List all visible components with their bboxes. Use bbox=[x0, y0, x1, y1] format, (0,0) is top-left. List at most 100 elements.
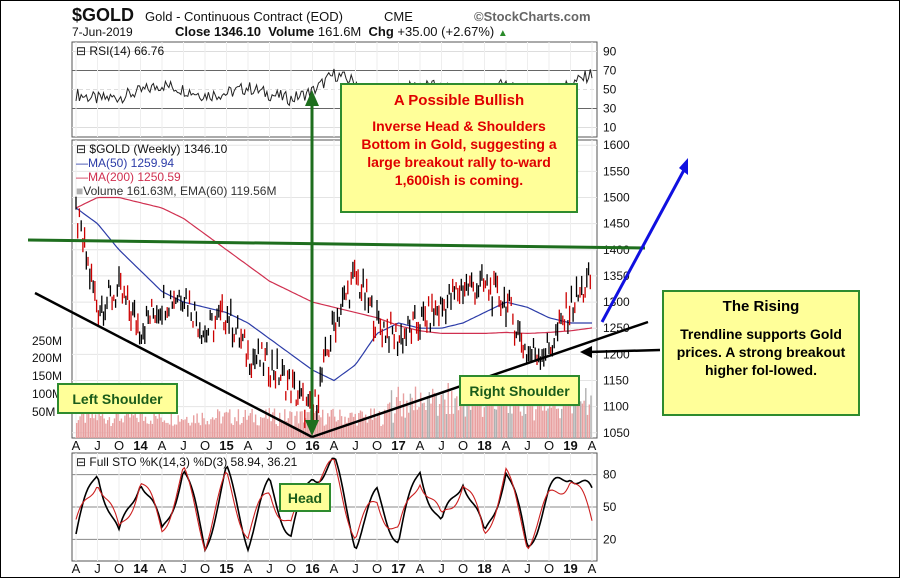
volume-tick-label: 150M bbox=[32, 369, 62, 383]
volume-bar bbox=[232, 425, 234, 438]
volume-bar bbox=[254, 414, 257, 438]
volume-bar bbox=[320, 417, 322, 438]
volume-bar bbox=[488, 389, 491, 438]
x-axis-label-bottom: A bbox=[72, 561, 81, 576]
price-tick-label: 1600 bbox=[603, 138, 630, 152]
volume-bar bbox=[421, 403, 424, 438]
volume-bar bbox=[272, 412, 274, 438]
volume-bar bbox=[361, 411, 363, 438]
rsi-label-text: RSI(14) 66.76 bbox=[89, 44, 165, 58]
volume-bar bbox=[210, 419, 212, 438]
volume-bar bbox=[413, 410, 415, 438]
volume-bar bbox=[137, 422, 140, 438]
volume-bar bbox=[519, 411, 522, 438]
measure-arrow-down-icon bbox=[305, 420, 319, 436]
volume-bar bbox=[383, 409, 386, 438]
volume-bar bbox=[158, 410, 160, 438]
x-axis-label-bottom: J bbox=[94, 561, 101, 576]
x-axis-label-bottom: O bbox=[372, 561, 382, 576]
x-axis-label-bottom: A bbox=[416, 561, 425, 576]
volume-bar bbox=[567, 396, 570, 438]
volume-bar bbox=[555, 408, 558, 438]
volume-bar bbox=[124, 415, 126, 438]
volume-bar bbox=[382, 424, 384, 438]
volume-bar bbox=[125, 408, 128, 438]
sto-k-line bbox=[75, 457, 593, 553]
volume-bar bbox=[454, 398, 456, 438]
volume-bar bbox=[156, 418, 159, 438]
chart-description: Gold - Continuous Contract (EOD) bbox=[145, 9, 343, 24]
volume-bar bbox=[82, 411, 85, 438]
volume-bar bbox=[282, 422, 284, 438]
legend-symbol: ⊟ $GOLD (Weekly) 1346.10 bbox=[76, 142, 276, 156]
minus-icon: ⊟ bbox=[76, 44, 87, 58]
volume-bar bbox=[512, 395, 515, 438]
volume-bar bbox=[270, 421, 272, 438]
volume-bar bbox=[127, 409, 129, 438]
volume-bar bbox=[566, 383, 568, 438]
volume-bar bbox=[330, 409, 332, 438]
ma50-line bbox=[75, 207, 592, 382]
x-axis-label: 14 bbox=[133, 438, 148, 453]
rsi-series-line bbox=[75, 68, 593, 107]
volume-bar bbox=[76, 423, 78, 438]
volume-bar bbox=[499, 402, 501, 438]
volume-bar bbox=[170, 411, 172, 438]
volume-bar bbox=[248, 415, 250, 438]
volume-bar bbox=[143, 420, 145, 438]
volume-bar bbox=[495, 409, 498, 438]
x-axis-label-bottom: J bbox=[352, 561, 359, 576]
volume-bar bbox=[260, 417, 262, 438]
x-axis-label: 19 bbox=[563, 438, 577, 453]
rising-note-body: Trendline supports Gold prices. A strong… bbox=[676, 326, 846, 378]
volume-bar bbox=[184, 419, 186, 438]
volume-bar bbox=[401, 416, 403, 438]
price-tick-label: 1550 bbox=[603, 164, 630, 178]
volume-bar bbox=[370, 408, 372, 438]
volume-bar bbox=[583, 400, 585, 438]
volume-bar bbox=[217, 409, 219, 438]
volume-bar bbox=[174, 424, 176, 438]
volume-bar bbox=[287, 418, 289, 438]
volume-bar bbox=[351, 412, 353, 438]
volume-bar bbox=[194, 423, 197, 438]
volume-bar bbox=[301, 411, 303, 438]
volume-bar bbox=[237, 409, 240, 438]
legend-ma50-text: MA(50) 1259.94 bbox=[88, 156, 175, 170]
volume-bar bbox=[377, 413, 379, 438]
volume-bar bbox=[113, 418, 116, 438]
volume-bar bbox=[531, 401, 534, 438]
volume-bar bbox=[244, 409, 246, 438]
volume-bar bbox=[229, 409, 231, 438]
volume-bar bbox=[193, 415, 195, 438]
x-axis-label-bottom: 14 bbox=[133, 561, 148, 576]
volume-bar bbox=[456, 396, 458, 438]
volume-bar bbox=[268, 408, 270, 438]
x-axis-label: J bbox=[266, 438, 273, 453]
volume-bar bbox=[316, 409, 319, 438]
volume-bar bbox=[213, 419, 215, 438]
chart-date: 7-Jun-2019 bbox=[72, 25, 133, 39]
volume-bar bbox=[139, 413, 141, 438]
quote-line: Close 1346.10 Volume 161.6M Chg +35.00 (… bbox=[175, 24, 508, 39]
volume-bar bbox=[93, 418, 95, 438]
head-label: Head bbox=[279, 483, 331, 512]
volume-bar bbox=[134, 409, 136, 438]
volume-bar bbox=[263, 417, 265, 438]
volume-bar bbox=[280, 420, 283, 438]
volume-bar bbox=[502, 392, 504, 438]
volume-bar bbox=[115, 408, 117, 438]
volume-bar bbox=[107, 420, 109, 438]
volume-bar bbox=[428, 392, 430, 438]
volume-bar bbox=[416, 409, 418, 438]
price-legend: ⊟ $GOLD (Weekly) 1346.10 —MA(50) 1259.94… bbox=[76, 142, 276, 198]
volume-bar bbox=[258, 425, 260, 438]
brand-label: ©StockCharts.com bbox=[474, 9, 591, 24]
volume-bar bbox=[408, 412, 410, 438]
volume-bar bbox=[155, 416, 157, 438]
volume-swatch-icon: ■ bbox=[76, 184, 84, 198]
x-axis-label: J bbox=[524, 438, 531, 453]
volume-bar bbox=[334, 416, 336, 438]
volume-bar bbox=[564, 405, 566, 438]
volume-bar bbox=[162, 422, 164, 438]
